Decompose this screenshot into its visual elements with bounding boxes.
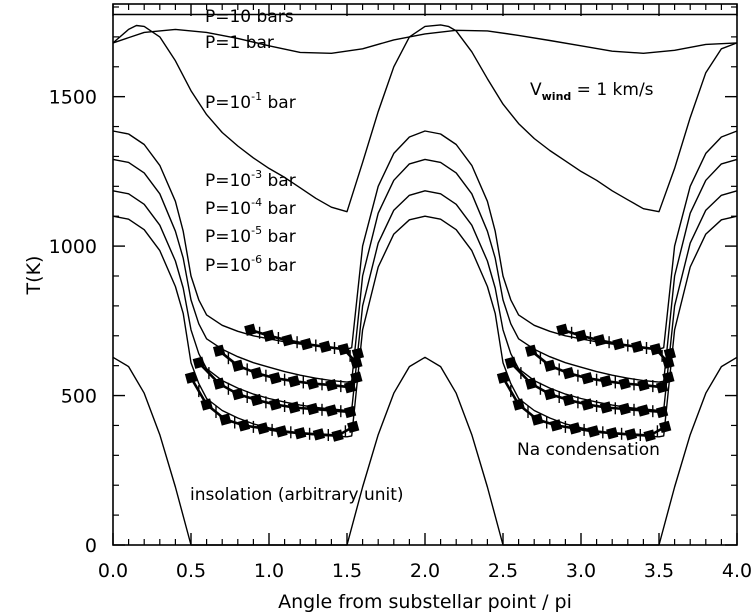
label-p10: P=10 bars [205, 7, 294, 27]
x-tick-label: 3.0 [566, 560, 596, 582]
condensation-marker [287, 401, 301, 414]
condensation-marker [212, 377, 226, 390]
condensation-marker [574, 329, 588, 342]
condensation-marker [351, 347, 365, 360]
condensation-marker [606, 427, 619, 440]
x-tick-label: 4.0 [722, 560, 751, 582]
condensation-marker [637, 404, 650, 417]
label-p6: P=10-6 bar [205, 253, 296, 276]
condensation-marker [659, 420, 672, 434]
condensation-marker [325, 378, 338, 392]
condensation-marker [200, 398, 213, 411]
y-tick-label: 500 [61, 386, 97, 408]
condensation-marker [612, 337, 625, 351]
condensation-marker [294, 427, 307, 440]
series-line-1 [112, 28, 738, 54]
x-tick-label: 0.0 [98, 560, 128, 582]
condensation-marker [306, 377, 319, 390]
condensation-marker [531, 413, 544, 426]
condensation-marker [524, 377, 538, 390]
condensation-marker [562, 366, 575, 380]
y-tick-label: 1000 [49, 236, 97, 258]
condensation-marker [599, 375, 613, 388]
condensation-marker [306, 402, 319, 416]
condensation-marker [581, 372, 594, 385]
condensation-marker [347, 420, 360, 434]
condensation-marker [618, 402, 631, 416]
condensation-marker [244, 323, 257, 336]
x-tick-label: 1.0 [254, 560, 284, 582]
condensation-marker [549, 419, 563, 432]
label-p3: P=10-3 bar [205, 168, 296, 191]
x-tick-label: 2.0 [410, 560, 440, 582]
condensation-marker [312, 428, 326, 441]
series-line-7 [112, 356, 738, 546]
tick-layer: 0.0 0.5 1.0 1.5 2.0 2.5 3.0 3.5 4.0 0 500 1000 1500 [49, 4, 751, 582]
condensation-marker [281, 334, 294, 347]
condensation-marker [231, 387, 244, 401]
condensation-marker [543, 387, 556, 401]
condensation-marker [624, 428, 638, 441]
label-na-condensation: Na condensation [517, 440, 660, 460]
condensation-marker [663, 347, 677, 360]
condensation-marker [496, 371, 510, 384]
x-tick-label: 0.5 [176, 560, 206, 582]
condensation-marker-layer [184, 323, 677, 442]
condensation-marker [256, 422, 269, 435]
condensation-marker [231, 359, 244, 372]
label-p5: P=10-5 bar [205, 224, 296, 247]
label-p01: P=10-1 bar [205, 90, 296, 113]
condensation-marker [262, 329, 276, 342]
label-p1: P=1 bar [205, 33, 274, 53]
label-insolation: insolation (arbitrary unit) [190, 485, 404, 505]
condensation-marker [512, 398, 525, 411]
x-tick-label: 2.5 [488, 560, 518, 582]
condensation-marker [593, 334, 606, 347]
y-tick-label: 0 [85, 535, 97, 557]
series-line-4 [112, 158, 738, 383]
y-tick-label: 1500 [49, 87, 97, 109]
condensation-marker [637, 378, 650, 392]
label-p4: P=10-4 bar [205, 196, 296, 219]
condensation-marker [331, 429, 344, 442]
x-tick-label: 1.5 [332, 560, 362, 582]
condensation-marker [319, 340, 332, 353]
condensation-marker [269, 372, 282, 385]
condensation-marker [618, 377, 631, 390]
x-axis-title: Angle from substellar point / pi [278, 591, 572, 613]
condensation-marker [524, 344, 538, 357]
condensation-marker [192, 356, 205, 369]
condensation-marker [643, 429, 656, 442]
condensation-marker [325, 404, 338, 417]
condensation-marker [631, 340, 644, 353]
y-axis-title: T(K) [23, 256, 45, 296]
condensation-marker [504, 356, 517, 369]
condensation-marker [300, 337, 313, 351]
condensation-marker [250, 393, 263, 407]
condensation-marker [343, 405, 357, 419]
condensation-marker [543, 359, 556, 372]
condensation-marker [556, 323, 569, 336]
condensation-marker [219, 413, 232, 426]
condensation-marker [337, 343, 351, 356]
x-tick-label: 3.5 [644, 560, 674, 582]
condensation-marker [287, 375, 301, 388]
condensation-marker [237, 419, 251, 432]
condensation-marker [568, 422, 581, 435]
condensation-marker [649, 343, 663, 356]
series-line-2 [112, 24, 738, 213]
condensation-marker [587, 425, 600, 438]
condensation-marker [184, 371, 198, 384]
condensation-marker [581, 398, 594, 411]
condensation-marker [269, 398, 282, 411]
label-vwind: Vwind = 1 km/s [530, 80, 654, 103]
condensation-marker [250, 366, 263, 380]
condensation-marker [275, 425, 288, 438]
condensation-marker [655, 405, 669, 419]
condensation-marker [212, 344, 226, 357]
condensation-marker [562, 393, 575, 407]
series-line-5 [112, 190, 738, 412]
condensation-marker [599, 401, 613, 414]
